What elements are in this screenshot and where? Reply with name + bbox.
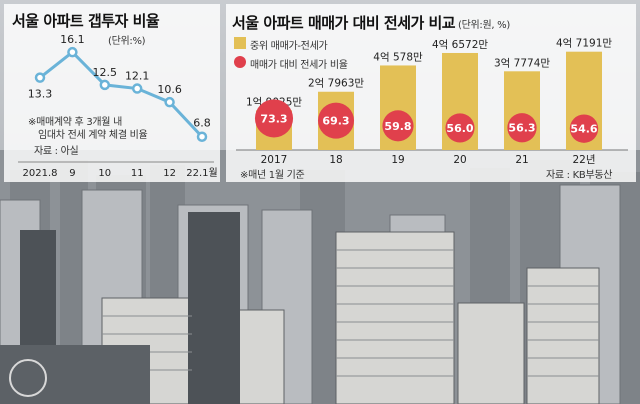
x-tick-label: 20 xyxy=(453,154,466,166)
bar-value-label: 3억 7774만 xyxy=(494,57,550,69)
line-point xyxy=(131,83,143,94)
x-tick-label: 12 xyxy=(163,168,176,179)
x-tick-label: 11 xyxy=(131,168,144,179)
gap-investment-line-chart: 13.3 16.1 12.5 12.1 10.6 6.8 2021.8 9 10 11 12 22.1… xyxy=(18,33,218,179)
left-note: ※매매계약 후 3개월 내 임대차 전세 계약 체결 비율 xyxy=(28,116,148,142)
x-tick-label: 22.1월 xyxy=(186,167,217,179)
bar-value-label: 2억 7963만 xyxy=(308,78,364,90)
ratio-bubble xyxy=(317,102,355,139)
price-jeonse-panel: 서울 아파트 매매가 대비 전세가 비교 (단위:원, %) 중위 매매가-전세… xyxy=(226,4,636,182)
ratio-value-label: 54.6 xyxy=(570,123,597,136)
line-value-label: 13.3 xyxy=(28,88,53,101)
bar-value-label: 4억 578만 xyxy=(373,51,423,63)
x-tick-label: 10 xyxy=(98,168,111,179)
x-tick-label: 22년 xyxy=(572,154,595,166)
ratio-bubble xyxy=(382,110,414,142)
line-point xyxy=(164,96,175,108)
legend-dot-swatch xyxy=(234,56,246,68)
ratio-bubble xyxy=(507,113,537,143)
line-point xyxy=(34,72,46,83)
ratio-bubble xyxy=(254,99,294,138)
ratio-value-label: 56.0 xyxy=(446,122,473,135)
x-tick-label: 19 xyxy=(391,154,404,166)
right-source: 자료 : KB부동산 xyxy=(546,170,613,181)
line-value-label: 10.6 xyxy=(157,83,182,96)
legend-bar-swatch xyxy=(234,37,246,49)
x-tick-label: 9 xyxy=(69,168,75,179)
left-chart-title: 서울 아파트 갭투자 비율 xyxy=(12,12,160,30)
ratio-value-label: 56.3 xyxy=(508,122,535,135)
ratio-value-label: 73.3 xyxy=(260,112,287,125)
gap-investment-panel: 서울 아파트 갭투자 비율 (단위:%) 13.3 16.1 12.5 12.1 10.… xyxy=(4,4,220,182)
line-value-label: 12.1 xyxy=(125,70,150,83)
line-value-label: 16.1 xyxy=(60,33,85,46)
ratio-bubble xyxy=(569,114,599,143)
line-value-label: 12.5 xyxy=(93,66,118,79)
bar-value-label: 4억 6572만 xyxy=(432,39,488,51)
x-tick-label: 21 xyxy=(515,154,528,166)
legend-dot-label: 매매가 대비 전세가 비율 xyxy=(250,60,348,71)
left-source: 자료 : 아실 xyxy=(34,146,79,157)
left-note-line-1: ※매매계약 후 3개월 내 xyxy=(28,117,122,128)
x-tick-label: 18 xyxy=(329,154,342,166)
line-value-label: 6.8 xyxy=(193,117,211,130)
bar-value-label: 4억 7191만 xyxy=(556,38,612,50)
line-point xyxy=(99,79,111,91)
right-unit-label: (단위:원, %) xyxy=(458,20,510,31)
ratio-bubble xyxy=(445,113,475,143)
x-tick-label: 2021.8 xyxy=(23,168,58,179)
ratio-value-label: 69.3 xyxy=(322,115,349,128)
left-unit-label: (단위:%) xyxy=(108,36,146,47)
ratio-value-label: 59.8 xyxy=(384,120,411,133)
right-chart-title: 서울 아파트 매매가 대비 전세가 비교 xyxy=(232,14,456,32)
line-series xyxy=(39,50,204,138)
x-tick-label: 2017 xyxy=(261,154,288,166)
legend-bar-label: 중위 매매가-전세가 xyxy=(250,41,328,52)
line-point xyxy=(196,131,208,142)
line-point xyxy=(67,46,78,58)
right-note: ※매년 1월 기준 xyxy=(240,170,305,181)
left-note-line-2: 임대차 전세 계약 체결 비율 xyxy=(38,130,148,141)
